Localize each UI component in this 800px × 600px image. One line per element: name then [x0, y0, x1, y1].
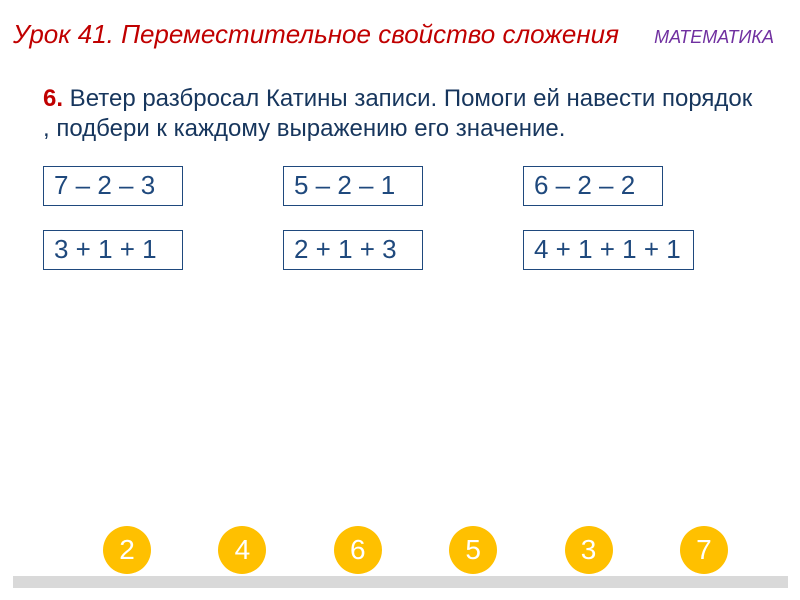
task-body: Ветер разбросал Катины записи. Помоги ей… [43, 85, 752, 142]
task-text: 6. Ветер разбросал Катины записи. Помоги… [43, 84, 758, 144]
answers-strip: 2 4 6 5 3 7 [13, 526, 788, 574]
header-row: Урок 41. Переместительное свойство сложе… [13, 13, 788, 50]
answer-circle[interactable]: 2 [103, 526, 151, 574]
answer-circle[interactable]: 5 [449, 526, 497, 574]
task-block: 6. Ветер разбросал Катины записи. Помоги… [13, 50, 788, 144]
lesson-title: Урок 41. Переместительное свойство сложе… [13, 19, 619, 50]
expression-row-1: 7 – 2 – 3 5 – 2 – 1 6 – 2 – 2 [43, 166, 758, 206]
expression-box[interactable]: 5 – 2 – 1 [283, 166, 423, 206]
expression-box[interactable]: 6 – 2 – 2 [523, 166, 663, 206]
expression-box[interactable]: 2 + 1 + 3 [283, 230, 423, 270]
footer-bar [13, 576, 788, 588]
answer-circle[interactable]: 6 [334, 526, 382, 574]
slide-content: Урок 41. Переместительное свойство сложе… [13, 13, 788, 588]
task-number: 6. [43, 85, 63, 112]
expression-box[interactable]: 3 + 1 + 1 [43, 230, 183, 270]
answer-circle[interactable]: 4 [218, 526, 266, 574]
answer-circle[interactable]: 3 [565, 526, 613, 574]
subject-label: МАТЕМАТИКА [654, 27, 774, 48]
answer-circle[interactable]: 7 [680, 526, 728, 574]
expression-box[interactable]: 7 – 2 – 3 [43, 166, 183, 206]
expression-grid: 7 – 2 – 3 5 – 2 – 1 6 – 2 – 2 3 + 1 + 1 … [13, 144, 788, 270]
expression-row-2: 3 + 1 + 1 2 + 1 + 3 4 + 1 + 1 + 1 [43, 230, 758, 270]
expression-box[interactable]: 4 + 1 + 1 + 1 [523, 230, 694, 270]
